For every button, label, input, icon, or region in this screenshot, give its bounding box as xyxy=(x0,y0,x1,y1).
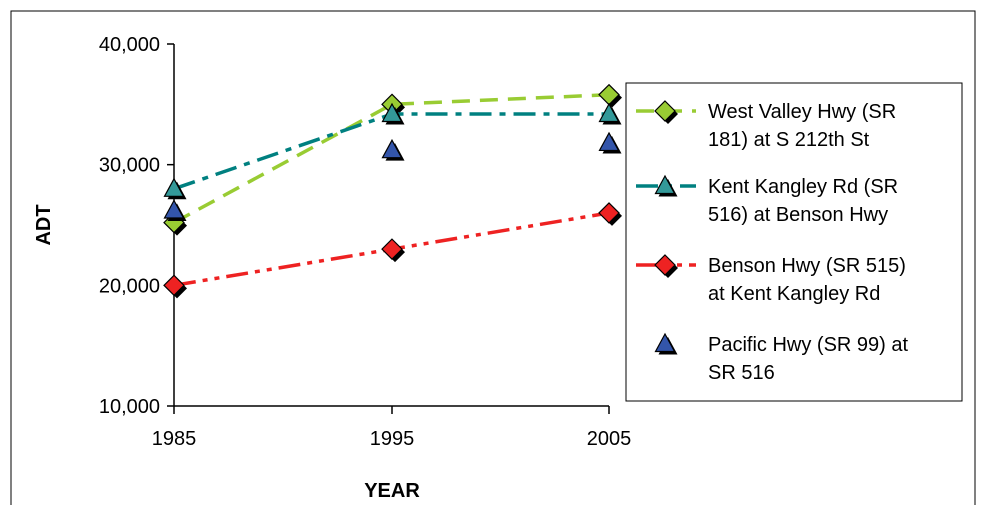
legend-label: 181) at S 212th St xyxy=(708,129,870,151)
axes: 10,000 20,000 30,000 40,000 1985 1995 2005 xyxy=(99,34,631,450)
data-point xyxy=(163,177,185,197)
legend-entry-3: Benson Hwy (SR 515) at Kent Kangley Rd xyxy=(636,254,906,305)
legend-swatch-marker xyxy=(654,174,676,195)
legend-box xyxy=(625,82,963,402)
x-tick-label: 2005 xyxy=(587,428,632,450)
y-tick-label: 10,000 xyxy=(99,396,160,418)
data-point xyxy=(163,199,185,219)
y-axis-title: ADT xyxy=(33,204,55,245)
data-point xyxy=(598,131,620,152)
y-tick-label: 20,000 xyxy=(99,275,160,297)
data-point xyxy=(163,274,185,297)
legend: West Valley Hwy (SR 181) at S 212th St Ken… xyxy=(625,82,963,402)
data-point xyxy=(598,202,620,224)
y-tick-label: 40,000 xyxy=(99,34,160,56)
legend-label: Kent Kangley Rd (SR xyxy=(708,176,898,198)
legend-label: SR 516 xyxy=(708,362,775,384)
x-tick-label: 1985 xyxy=(152,428,197,450)
x-tick-label: 1995 xyxy=(370,428,415,450)
legend-swatch-marker xyxy=(654,254,676,276)
y-tick-label: 30,000 xyxy=(99,155,160,177)
data-point xyxy=(381,102,403,123)
data-point xyxy=(598,102,620,123)
legend-entry-4: Pacific Hwy (SR 99) at SR 516 xyxy=(654,332,908,384)
legend-entry-1: West Valley Hwy (SR 181) at S 212th St xyxy=(636,100,896,151)
legend-entry-2: Kent Kangley Rd (SR 516) at Benson Hwy xyxy=(636,174,898,226)
data-point xyxy=(381,238,403,260)
x-axis-title: YEAR xyxy=(364,480,420,502)
legend-label: at Kent Kangley Rd xyxy=(708,283,880,305)
legend-label: Benson Hwy (SR 515) xyxy=(708,255,906,277)
series-2 xyxy=(163,102,622,200)
plot-series xyxy=(163,83,622,299)
series-4 xyxy=(163,131,622,222)
legend-swatch-marker xyxy=(654,332,676,353)
series-line xyxy=(173,92,610,225)
legend-label: Pacific Hwy (SR 99) at xyxy=(708,334,908,356)
series-3 xyxy=(163,202,622,299)
data-point xyxy=(381,138,403,159)
legend-label: West Valley Hwy (SR xyxy=(708,101,896,123)
legend-label: 516) at Benson Hwy xyxy=(708,204,888,226)
legend-swatch-marker xyxy=(654,100,676,122)
